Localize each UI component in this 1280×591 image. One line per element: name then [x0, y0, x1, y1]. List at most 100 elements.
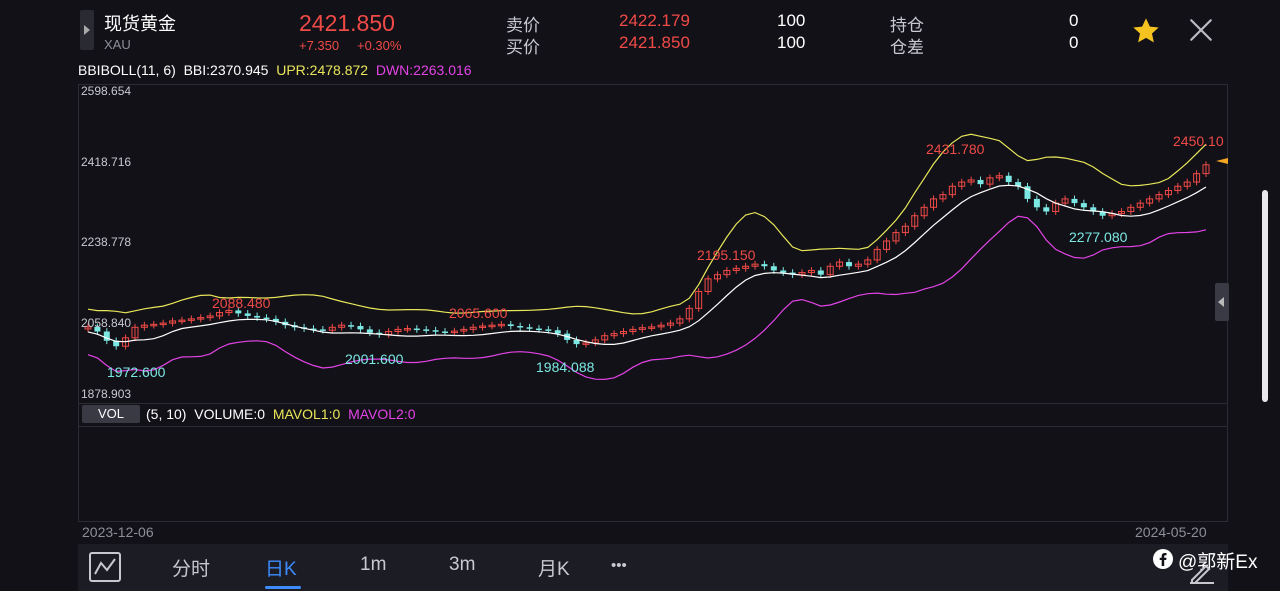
candle-body: [197, 317, 205, 320]
more-tabs-button[interactable]: •••: [611, 557, 627, 574]
last-price: 2421.850: [299, 10, 395, 36]
candle-body: [535, 328, 542, 331]
bbi-line: [87, 184, 1207, 345]
candle-body: [920, 206, 928, 217]
candle-body: [854, 263, 862, 267]
volume-legend: (5, 10) VOLUME:0 MAVOL1:0 MAVOL2:0: [146, 406, 416, 422]
candle-body: [1024, 186, 1031, 199]
candle-body: [1033, 198, 1040, 208]
candle-body: [1155, 194, 1163, 200]
candle-body: [1043, 207, 1050, 212]
candle-body: [394, 328, 402, 332]
candle-body: [140, 324, 148, 328]
candle-body: [1127, 206, 1135, 213]
candle-body: [892, 232, 900, 242]
candle-body: [244, 313, 251, 316]
scrollbar[interactable]: [1262, 190, 1268, 402]
candle-body: [911, 215, 919, 227]
candle-body: [742, 265, 750, 269]
candle-body: [601, 335, 609, 341]
candle-body: [357, 326, 364, 330]
candle-body: [761, 264, 768, 267]
candle-body: [131, 326, 139, 339]
candle-body: [450, 330, 458, 334]
volume-indicator-badge[interactable]: VOL: [82, 405, 140, 423]
candle-body: [620, 330, 628, 335]
mavol1-value: MAVOL1:0: [272, 406, 341, 422]
watermark-text: @郭新Ex: [1178, 552, 1258, 573]
candle-body: [1080, 203, 1087, 208]
candle-body: [206, 315, 214, 319]
bid-price: 2421.850: [619, 33, 690, 52]
candle-body: [1005, 175, 1012, 183]
indicator-bbi: BBI:2370.945: [183, 62, 269, 78]
tab-3m[interactable]: 3m: [449, 554, 476, 575]
candle-body: [939, 194, 947, 200]
candle-body: [442, 331, 449, 333]
edit-pen-icon[interactable]: [1188, 560, 1216, 584]
candle-body: [1183, 181, 1191, 187]
candle-body: [216, 312, 224, 317]
candle-body: [554, 330, 561, 334]
candle-body: [488, 324, 496, 328]
grid: [78, 84, 1228, 404]
candle-body: [178, 319, 186, 323]
candle-body: [864, 259, 872, 265]
candle-body: [591, 339, 599, 344]
candle-body: [704, 278, 712, 293]
candle-body: [948, 185, 956, 196]
candle-body: [1090, 207, 1097, 212]
candle-body: [883, 240, 891, 250]
candle-body: [657, 324, 665, 328]
tab-monthly-k[interactable]: 月K: [538, 559, 570, 580]
mavol2-value: MAVOL2:0: [348, 406, 416, 422]
candle-body: [676, 318, 684, 324]
candle-body: [84, 326, 92, 330]
candle-body: [348, 325, 355, 327]
ask-label: 卖价: [506, 16, 540, 35]
indicator-legend: BBIBOLL(11, 6) BBI:2370.945 UPR:2478.872…: [78, 62, 472, 78]
expand-side-panel-button[interactable]: [80, 10, 94, 50]
candle-body: [873, 248, 881, 261]
price-change-pct: +0.30%: [357, 38, 402, 53]
candle-body: [1193, 173, 1201, 183]
low-annotation: 2277.080: [1069, 229, 1128, 245]
candle-body: [967, 179, 975, 183]
indicator-dwn: DWN:2263.016: [375, 62, 472, 78]
line-chart-icon[interactable]: [88, 551, 122, 583]
yaxis-label-1: 2418.716: [81, 155, 132, 169]
instrument-code: XAU: [104, 37, 131, 52]
candle-body: [517, 326, 524, 328]
candle-body: [958, 181, 966, 187]
candle-body: [685, 307, 693, 320]
candlestick-chart[interactable]: [78, 84, 1228, 404]
tab-daily-k[interactable]: 日K: [265, 559, 297, 580]
star-icon[interactable]: [1130, 15, 1162, 47]
volume-chart: [78, 404, 1228, 522]
candle-body: [723, 269, 731, 276]
high-annotation: 2088.480: [212, 295, 271, 311]
candle-body: [713, 274, 721, 280]
candle-body: [103, 331, 110, 341]
candle-body: [751, 263, 759, 267]
high-annotation: 2450.10: [1173, 133, 1224, 149]
close-icon[interactable]: [1188, 17, 1214, 43]
candle-body: [817, 270, 824, 275]
facebook-icon: [1153, 549, 1173, 569]
candle-body: [610, 333, 618, 337]
collapse-panel-button[interactable]: [1215, 283, 1229, 321]
candle-body: [319, 329, 326, 331]
ask-price: 2422.179: [619, 11, 690, 30]
candle-body: [1164, 189, 1172, 196]
bid-qty: 100: [777, 33, 806, 52]
tab-1m[interactable]: 1m: [360, 554, 387, 575]
candle-body: [187, 318, 195, 321]
candle-body: [770, 266, 777, 271]
candle-body: [1015, 182, 1022, 187]
yaxis-label-2: 2238.778: [81, 235, 132, 249]
tab-fenshi[interactable]: 分时: [172, 559, 211, 580]
candle-body: [836, 261, 844, 267]
candle-body: [545, 329, 552, 331]
candle-body: [845, 262, 852, 267]
candle-body: [1146, 198, 1154, 204]
